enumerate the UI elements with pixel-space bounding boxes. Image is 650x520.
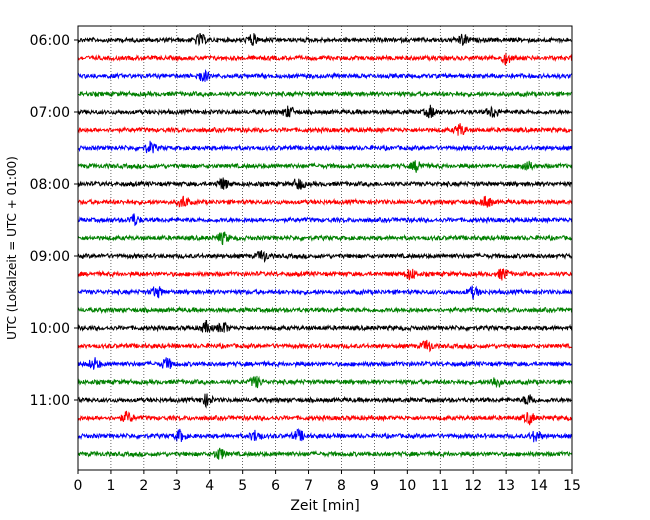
y-tick-label: 10:00 bbox=[30, 321, 70, 337]
trace-1130 bbox=[78, 427, 572, 443]
y-tick-label: 11:00 bbox=[30, 393, 70, 409]
x-tick-label: 7 bbox=[304, 478, 313, 494]
trace-0800 bbox=[78, 177, 572, 190]
trace-1045 bbox=[78, 375, 572, 389]
trace-1145 bbox=[78, 447, 572, 460]
x-tick-label: 8 bbox=[337, 478, 346, 494]
trace-0630 bbox=[78, 68, 572, 82]
x-tick-label: 10 bbox=[398, 478, 416, 494]
trace-1100 bbox=[78, 393, 572, 409]
trace-0945 bbox=[78, 305, 572, 315]
x-axis-label: Zeit [min] bbox=[290, 498, 359, 514]
trace-0845 bbox=[78, 231, 572, 246]
trace-0900 bbox=[78, 250, 572, 263]
trace-0745 bbox=[78, 160, 572, 173]
trace-1000 bbox=[78, 319, 572, 334]
grid-lines bbox=[110, 26, 540, 470]
trace-0930 bbox=[78, 285, 572, 300]
y-tick-label: 07:00 bbox=[30, 105, 70, 121]
plot-frame bbox=[77, 25, 573, 471]
x-tick-label: 15 bbox=[563, 478, 581, 494]
trace-0715 bbox=[78, 123, 572, 136]
trace-0600 bbox=[78, 32, 572, 47]
x-tick-label: 0 bbox=[74, 478, 83, 494]
trace-0700 bbox=[78, 104, 572, 119]
trace-0645 bbox=[78, 90, 572, 99]
y-tick-label: 06:00 bbox=[30, 33, 70, 49]
trace-1030 bbox=[78, 357, 572, 370]
x-tick-label: 6 bbox=[271, 478, 280, 494]
trace-0830 bbox=[78, 213, 572, 227]
trace-0915 bbox=[78, 268, 572, 281]
x-axis: 0 1 2 3 4 5 6 7 8 9 10 11 12 13 14 15 bbox=[74, 470, 581, 494]
y-axis: 06:00 07:00 08:00 09:00 10:00 11:00 bbox=[30, 33, 78, 409]
trace-1115 bbox=[78, 410, 572, 426]
y-tick-label: 09:00 bbox=[30, 249, 70, 265]
y-tick-label: 08:00 bbox=[30, 177, 70, 193]
x-tick-label: 3 bbox=[172, 478, 181, 494]
x-tick-label: 5 bbox=[238, 478, 247, 494]
x-tick-label: 1 bbox=[106, 478, 115, 494]
trace-0815 bbox=[78, 195, 572, 208]
y-axis-label: UTC (Lokalzeit = UTC + 01:00) bbox=[5, 156, 19, 340]
trace-0730 bbox=[78, 140, 572, 154]
trace-0615 bbox=[78, 52, 572, 66]
x-tick-label: 11 bbox=[431, 478, 449, 494]
x-tick-label: 14 bbox=[530, 478, 548, 494]
x-tick-label: 9 bbox=[370, 478, 379, 494]
x-tick-label: 2 bbox=[139, 478, 148, 494]
trace-1015 bbox=[78, 339, 572, 353]
x-tick-label: 4 bbox=[205, 478, 214, 494]
trace-group bbox=[78, 32, 572, 460]
x-tick-label: 13 bbox=[497, 478, 515, 494]
x-tick-label: 12 bbox=[464, 478, 482, 494]
